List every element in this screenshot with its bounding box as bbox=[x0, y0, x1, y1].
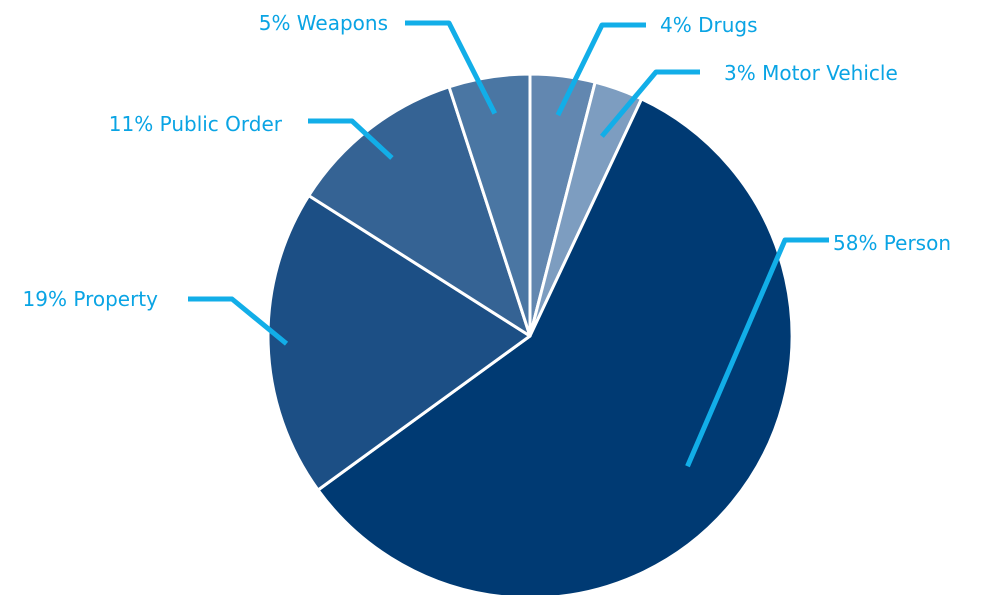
slices-layer bbox=[266, 72, 794, 595]
pie-slice-weapons bbox=[447, 72, 532, 338]
leader-lines-layer bbox=[188, 20, 829, 468]
leader-line-drugs bbox=[555, 22, 646, 117]
leader-line-weapons bbox=[405, 20, 498, 115]
labels-layer: 4% Drugs 3% Motor Vehicle 58% Person 19% Pr… bbox=[23, 11, 951, 311]
pie-slice-property bbox=[266, 194, 532, 492]
slice-label-property: 19% Property bbox=[23, 287, 159, 311]
slice-label-drugs: 4% Drugs bbox=[660, 13, 758, 37]
leader-line-property bbox=[188, 296, 289, 346]
slice-label-person: 58% Person bbox=[833, 231, 951, 255]
leader-line-motor-vehicle bbox=[599, 69, 700, 138]
slice-label-public-order: 11% Public Order bbox=[109, 112, 283, 136]
pie-slice-person bbox=[316, 97, 794, 595]
leader-line-person bbox=[685, 237, 829, 468]
leader-line-public-order bbox=[308, 118, 394, 160]
slice-label-weapons: 5% Weapons bbox=[259, 11, 388, 35]
pie-slice-public-order bbox=[307, 85, 532, 338]
slice-label-motor-vehicle: 3% Motor Vehicle bbox=[724, 61, 898, 85]
